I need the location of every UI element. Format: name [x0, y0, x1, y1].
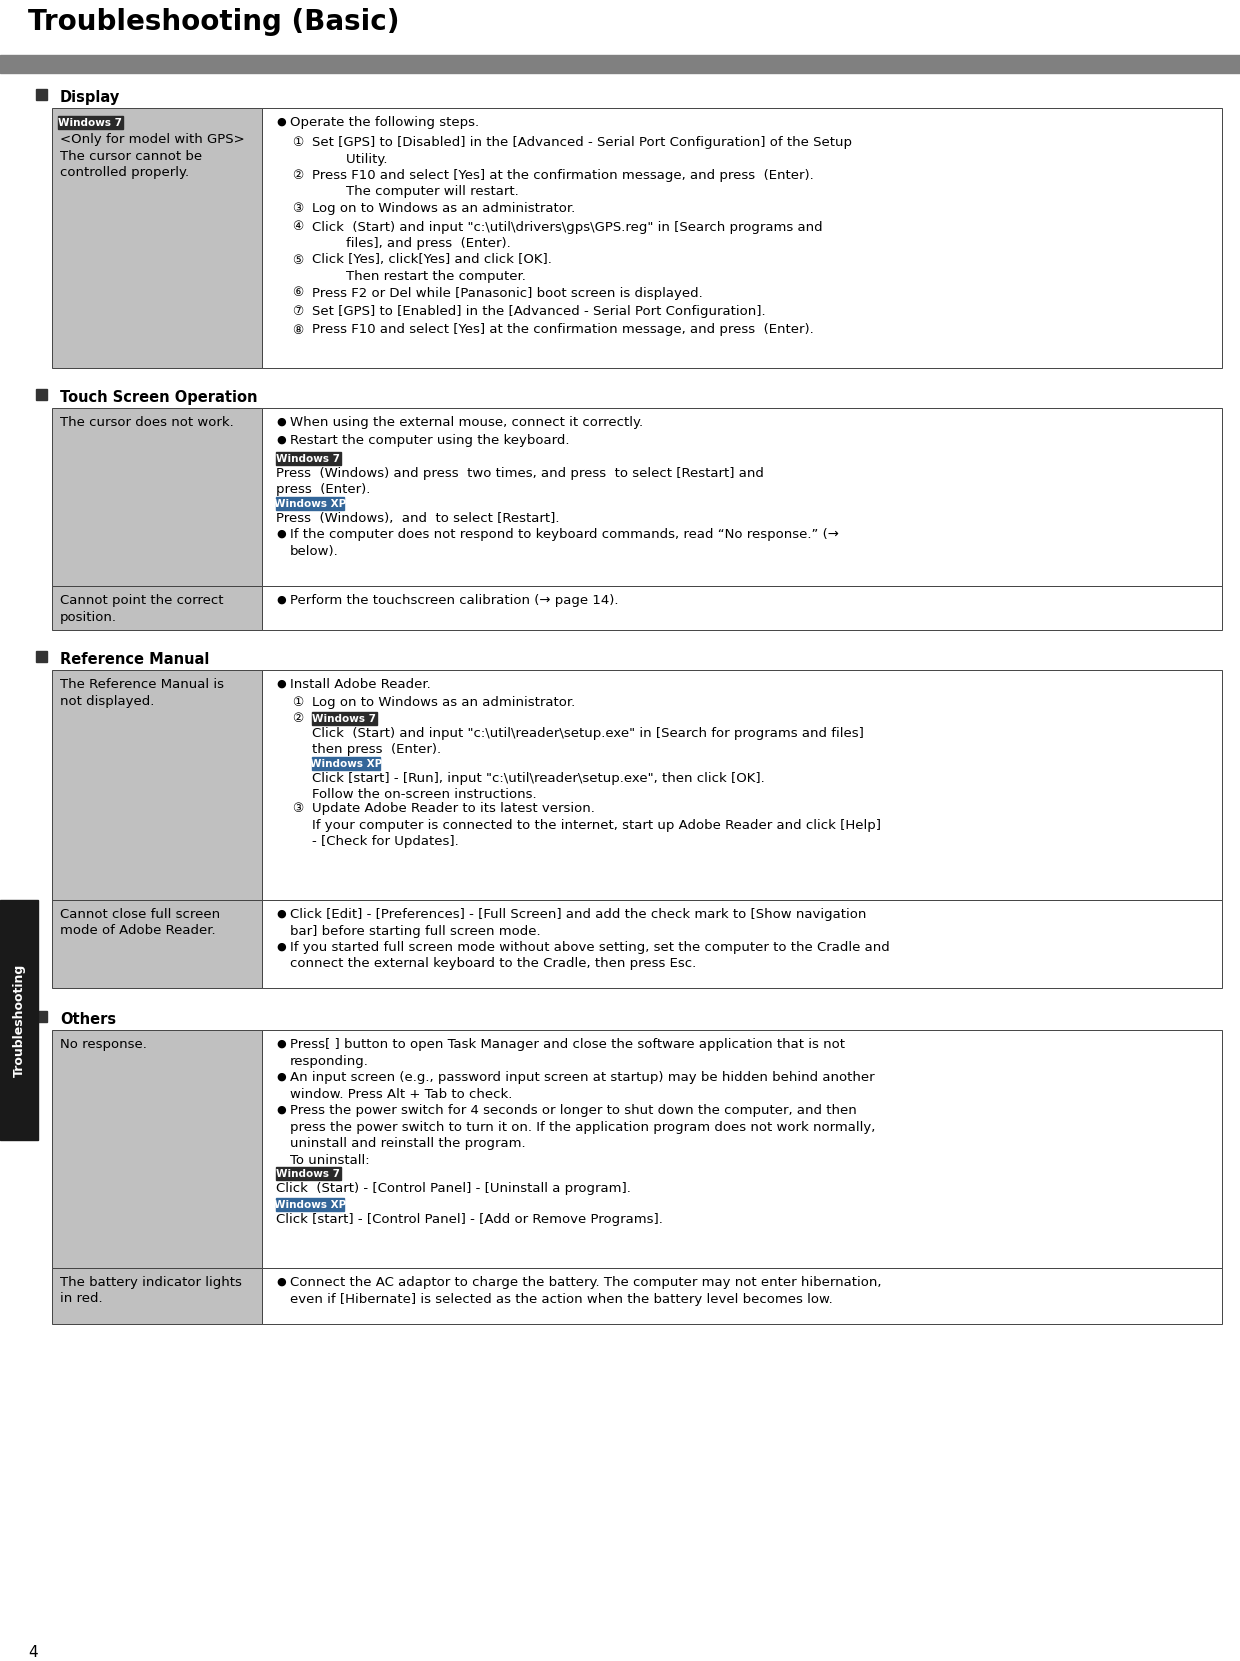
- Text: Click  (Start) and input "c:\util\drivers\gps\GPS.reg" in [Search programs and
 : Click (Start) and input "c:\util\drivers…: [312, 221, 822, 251]
- Text: ●: ●: [277, 528, 285, 540]
- Text: Cannot close full screen
mode of Adobe Reader.: Cannot close full screen mode of Adobe R…: [60, 909, 221, 937]
- Text: ●: ●: [277, 942, 285, 952]
- Text: ⑤: ⑤: [291, 254, 304, 266]
- Bar: [0, 900, 38, 1139]
- Text: ●: ●: [277, 595, 285, 605]
- Text: If the computer does not respond to keyboard commands, read “No response.” (→
be: If the computer does not respond to keyb…: [290, 528, 839, 558]
- Bar: [262, 900, 1221, 988]
- Text: Troubleshooting (Basic): Troubleshooting (Basic): [29, 8, 399, 37]
- Text: Windows 7: Windows 7: [277, 453, 341, 463]
- Text: Press  (Windows),  and  to select [Restart].: Press (Windows), and to select [Restart]…: [277, 512, 559, 525]
- Bar: [262, 108, 1221, 369]
- Text: Touch Screen Operation: Touch Screen Operation: [60, 390, 258, 405]
- Text: ●: ●: [277, 417, 285, 427]
- Text: Windows 7: Windows 7: [58, 118, 123, 128]
- Text: Install Adobe Reader.: Install Adobe Reader.: [290, 678, 430, 691]
- Text: ⑥: ⑥: [291, 286, 304, 299]
- Text: Press[ ] button to open Task Manager and close the software application that is : Press[ ] button to open Task Manager and…: [290, 1038, 844, 1068]
- Bar: [52, 900, 262, 988]
- Bar: [36, 90, 47, 100]
- Text: 4: 4: [29, 1644, 37, 1659]
- Text: No response.: No response.: [60, 1038, 146, 1051]
- Text: ●: ●: [277, 909, 285, 919]
- Text: ②: ②: [291, 169, 304, 183]
- Text: Operate the following steps.: Operate the following steps.: [290, 116, 479, 130]
- Text: Windows XP: Windows XP: [310, 759, 382, 769]
- Text: Click  (Start) and input "c:\util\reader\setup.exe" in [Search for programs and : Click (Start) and input "c:\util\reader\…: [312, 728, 864, 756]
- Text: ③: ③: [291, 203, 304, 214]
- Text: Troubleshooting: Troubleshooting: [12, 963, 26, 1076]
- Bar: [52, 108, 262, 369]
- Text: Set [GPS] to [Enabled] in the [Advanced - Serial Port Configuration].: Set [GPS] to [Enabled] in the [Advanced …: [312, 306, 765, 317]
- Bar: [262, 409, 1221, 586]
- Bar: [262, 1267, 1221, 1324]
- Text: Press  (Windows) and press  two times, and press  to select [Restart] and
press : Press (Windows) and press two times, and…: [277, 467, 764, 497]
- Bar: [262, 669, 1221, 900]
- Bar: [52, 1030, 262, 1267]
- Text: Press the power switch for 4 seconds or longer to shut down the computer, and th: Press the power switch for 4 seconds or …: [290, 1105, 875, 1166]
- Text: Click [Yes], click[Yes] and click [OK].
        Then restart the computer.: Click [Yes], click[Yes] and click [OK]. …: [312, 254, 552, 282]
- Bar: [52, 669, 262, 900]
- Bar: [52, 1267, 262, 1324]
- Text: Press F10 and select [Yes] at the confirmation message, and press  (Enter).: Press F10 and select [Yes] at the confir…: [312, 324, 813, 337]
- Bar: [36, 389, 47, 400]
- Text: The battery indicator lights
in red.: The battery indicator lights in red.: [60, 1276, 242, 1306]
- Text: Log on to Windows as an administrator.: Log on to Windows as an administrator.: [312, 203, 575, 214]
- Text: <Only for model with GPS>
The cursor cannot be
controlled properly.: <Only for model with GPS> The cursor can…: [60, 133, 244, 179]
- Text: Perform the touchscreen calibration (→ page 14).: Perform the touchscreen calibration (→ p…: [290, 595, 619, 606]
- Text: Display: Display: [60, 90, 120, 105]
- Text: When using the external mouse, connect it correctly.: When using the external mouse, connect i…: [290, 415, 644, 429]
- Text: ①: ①: [291, 696, 304, 709]
- Bar: [0, 55, 1240, 73]
- Text: Windows XP: Windows XP: [274, 498, 346, 508]
- Text: Click [start] - [Control Panel] - [Add or Remove Programs].: Click [start] - [Control Panel] - [Add o…: [277, 1213, 663, 1226]
- Text: ⑧: ⑧: [291, 324, 304, 337]
- Bar: [36, 1012, 47, 1022]
- Text: Cannot point the correct
position.: Cannot point the correct position.: [60, 595, 223, 623]
- Bar: [277, 452, 341, 465]
- Text: ●: ●: [277, 1071, 285, 1081]
- Text: ④: ④: [291, 221, 304, 234]
- Text: ⑦: ⑦: [291, 306, 304, 317]
- Text: Windows XP: Windows XP: [274, 1199, 346, 1209]
- Text: ●: ●: [277, 435, 285, 445]
- Text: ③: ③: [291, 802, 304, 816]
- Text: If you started full screen mode without above setting, set the computer to the C: If you started full screen mode without …: [290, 942, 890, 970]
- Text: ②: ②: [291, 713, 304, 724]
- Bar: [277, 497, 343, 510]
- Text: Set [GPS] to [Disabled] in the [Advanced - Serial Port Configuration] of the Set: Set [GPS] to [Disabled] in the [Advanced…: [312, 136, 852, 166]
- Text: Windows 7: Windows 7: [312, 714, 377, 724]
- Text: Connect the AC adaptor to charge the battery. The computer may not enter hiberna: Connect the AC adaptor to charge the bat…: [290, 1276, 882, 1306]
- Text: Click  (Start) - [Control Panel] - [Uninstall a program].: Click (Start) - [Control Panel] - [Unins…: [277, 1183, 631, 1194]
- Bar: [52, 409, 262, 586]
- Bar: [58, 116, 123, 130]
- Bar: [52, 586, 262, 630]
- Text: Others: Others: [60, 1012, 117, 1026]
- Text: Press F2 or Del while [Panasonic] boot screen is displayed.: Press F2 or Del while [Panasonic] boot s…: [312, 286, 703, 299]
- Text: Windows 7: Windows 7: [277, 1169, 341, 1179]
- Text: Press F10 and select [Yes] at the confirmation message, and press  (Enter).
    : Press F10 and select [Yes] at the confir…: [312, 169, 813, 199]
- Text: Restart the computer using the keyboard.: Restart the computer using the keyboard.: [290, 434, 569, 447]
- Bar: [262, 586, 1221, 630]
- Text: ●: ●: [277, 1105, 285, 1115]
- Text: The Reference Manual is
not displayed.: The Reference Manual is not displayed.: [60, 678, 224, 708]
- Text: Click [Edit] - [Preferences] - [Full Screen] and add the check mark to [Show nav: Click [Edit] - [Preferences] - [Full Scr…: [290, 909, 867, 937]
- Text: The cursor does not work.: The cursor does not work.: [60, 415, 234, 429]
- Text: Update Adobe Reader to its latest version.
If your computer is connected to the : Update Adobe Reader to its latest versio…: [312, 802, 880, 849]
- Text: Reference Manual: Reference Manual: [60, 653, 210, 668]
- Text: ①: ①: [291, 136, 304, 149]
- Text: An input screen (e.g., password input screen at startup) may be hidden behind an: An input screen (e.g., password input sc…: [290, 1071, 874, 1101]
- Bar: [36, 651, 47, 663]
- Text: Log on to Windows as an administrator.: Log on to Windows as an administrator.: [312, 696, 575, 709]
- Bar: [312, 757, 379, 771]
- Text: ●: ●: [277, 679, 285, 689]
- Text: ●: ●: [277, 1277, 285, 1287]
- Bar: [277, 1168, 341, 1179]
- Bar: [262, 1030, 1221, 1267]
- Bar: [312, 713, 377, 724]
- Text: Click [start] - [Run], input "c:\util\reader\setup.exe", then click [OK].
Follow: Click [start] - [Run], input "c:\util\re…: [312, 772, 765, 802]
- Text: ●: ●: [277, 1040, 285, 1050]
- Text: ●: ●: [277, 116, 285, 126]
- Bar: [277, 1198, 343, 1211]
